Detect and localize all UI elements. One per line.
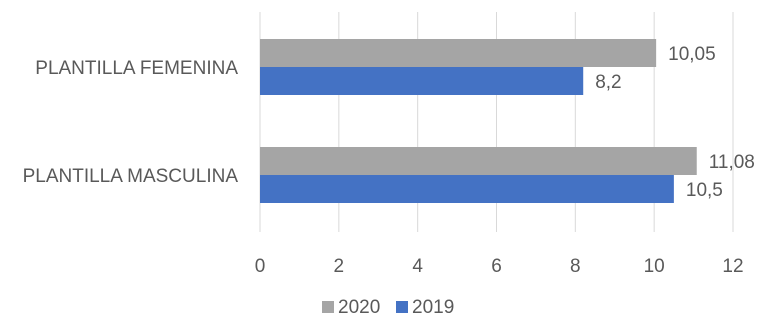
legend-label: 2020 (338, 297, 380, 318)
data-label: 8,2 (595, 72, 621, 93)
x-tick-label: 8 (570, 256, 581, 277)
x-tick-label: 10 (644, 256, 665, 277)
bar-2020-0 (260, 39, 657, 67)
data-label: 10,5 (686, 180, 723, 201)
data-labels: 10,05 11,08 8,2 10,5 (595, 44, 755, 201)
data-label: 10,05 (668, 44, 716, 65)
legend: 2020 2019 (322, 297, 454, 318)
x-tick-label: 4 (412, 256, 423, 277)
bars (260, 39, 697, 203)
x-tick-label: 2 (334, 256, 345, 277)
x-tick-label: 0 (255, 256, 266, 277)
legend-label: 2019 (412, 297, 454, 318)
legend-swatch-2019 (396, 301, 408, 313)
x-tick-label: 12 (722, 256, 743, 277)
x-tick-label: 6 (491, 256, 502, 277)
category-label: PLANTILLA FEMENINA (35, 58, 238, 79)
x-tick-labels: 0 2 4 6 8 10 12 (255, 256, 744, 277)
bar-2020-1 (260, 147, 697, 175)
data-label: 11,08 (709, 152, 755, 173)
legend-swatch-2020 (322, 301, 334, 313)
bar-2019-0 (260, 67, 584, 95)
category-label: PLANTILLA MASCULINA (23, 166, 239, 187)
bar-2019-1 (260, 175, 674, 203)
category-labels: PLANTILLA FEMENINA PLANTILLA MASCULINA (23, 58, 239, 187)
